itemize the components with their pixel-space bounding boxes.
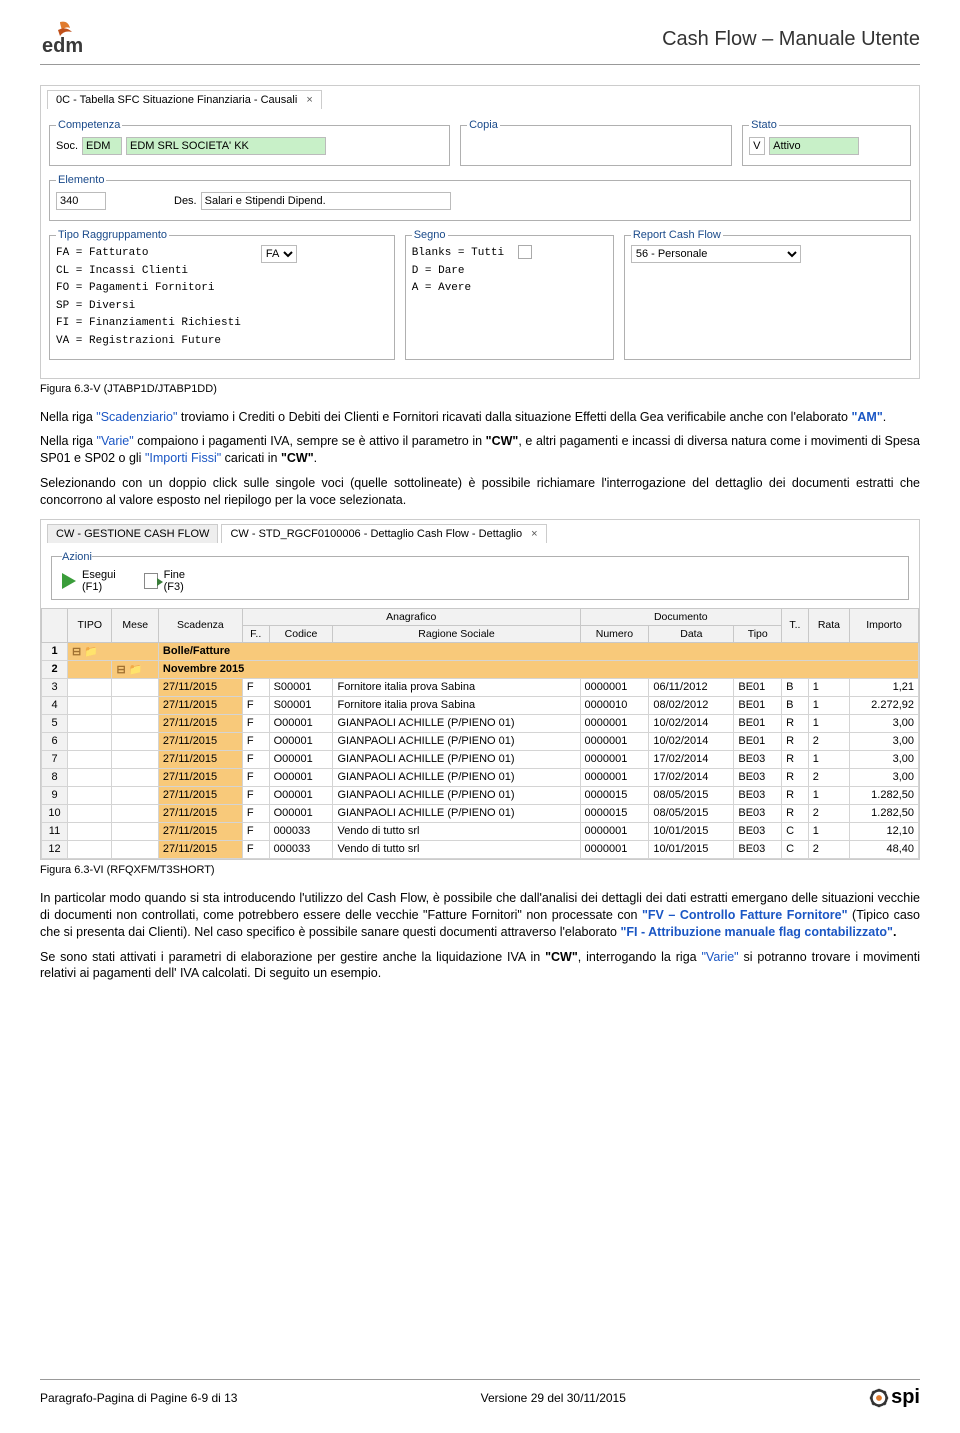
paragraph-3: Selezionando con un doppio click sulle s… <box>40 475 920 509</box>
report-select[interactable]: 56 - Personale <box>631 245 801 263</box>
close-icon[interactable]: × <box>531 528 537 540</box>
tipo-list: FA = Fatturato CL = Incassi Clienti FO =… <box>56 245 241 351</box>
tab-label: 0C - Tabella SFC Situazione Finanziaria … <box>56 94 297 106</box>
exit-icon <box>144 573 158 589</box>
tipo-select[interactable]: FA <box>261 245 297 263</box>
table-row[interactable]: 1027/11/2015FO00001GIANPAOLI ACHILLE (P/… <box>42 804 919 822</box>
legend-competenza: Competenza <box>56 119 122 131</box>
figure-2-caption: Figura 6.3-VI (RFQXFM/T3SHORT) <box>40 864 920 876</box>
label-des: Des. <box>174 195 197 207</box>
fine-button[interactable]: Fine (F3) <box>144 569 185 593</box>
group-row-month[interactable]: 2⊟ 📁 Novembre 2015 <box>42 660 919 678</box>
page-footer: Paragrafo-Pagina di Pagine 6-9 di 13 Ver… <box>40 1379 920 1409</box>
footer-center: Versione 29 del 30/11/2015 <box>481 1391 626 1405</box>
label-soc: Soc. <box>56 140 78 152</box>
paragraph-4: In particolar modo quando si sta introdu… <box>40 890 920 941</box>
stato-flag-input[interactable] <box>749 137 765 155</box>
page-header: edm Cash Flow – Manuale Utente <box>40 20 920 65</box>
figure-1-caption: Figura 6.3-V (JTABP1D/JTABP1DD) <box>40 383 920 395</box>
fieldset-elemento: Elemento Des. <box>49 174 911 221</box>
paragraph-2: Nella riga "Varie" compaiono i pagamenti… <box>40 433 920 467</box>
folder-icon: ⊟ 📁 <box>72 646 98 658</box>
legend-copia: Copia <box>467 119 500 131</box>
table-row[interactable]: 1127/11/2015F000033Vendo di tutto srl000… <box>42 822 919 840</box>
tab-cw-detail[interactable]: CW - STD_RGCF0100006 - Dettaglio Cash Fl… <box>221 524 546 543</box>
paragraph-1: Nella riga "Scadenziario" troviamo i Cre… <box>40 409 920 426</box>
detail-grid: TIPOMeseScadenza Anagrafico Documento T.… <box>41 608 919 859</box>
figure-1-screenshot: 0C - Tabella SFC Situazione Finanziaria … <box>40 85 920 379</box>
elemento-des-input[interactable] <box>201 192 451 210</box>
fine-label: Fine (F3) <box>164 569 185 593</box>
table-row[interactable]: 427/11/2015FS00001Fornitore italia prova… <box>42 696 919 714</box>
fieldset-segno: Segno Blanks = Tutti D = Dare A = Avere <box>405 229 614 360</box>
table-row[interactable]: 1227/11/2015F000033Vendo di tutto srl000… <box>42 840 919 858</box>
table-row[interactable]: 827/11/2015FO00001GIANPAOLI ACHILLE (P/P… <box>42 768 919 786</box>
legend-azioni: Azioni <box>62 551 92 563</box>
spi-logo: spi <box>869 1386 920 1409</box>
legend-segno: Segno <box>412 229 448 241</box>
edm-logo: edm <box>40 20 100 58</box>
table-row[interactable]: 727/11/2015FO00001GIANPAOLI ACHILLE (P/P… <box>42 750 919 768</box>
fieldset-azioni: Azioni Esegui (F1) Fine (F3) <box>51 551 909 600</box>
soc-desc-input[interactable] <box>126 137 326 155</box>
legend-tipo: Tipo Raggruppamento <box>56 229 169 241</box>
soc-code-input[interactable] <box>82 137 122 155</box>
fieldset-competenza: Competenza Soc. <box>49 119 450 166</box>
footer-left: Paragrafo-Pagina di Pagine 6-9 di 13 <box>40 1391 237 1405</box>
play-icon <box>62 573 76 589</box>
tab-sfc[interactable]: 0C - Tabella SFC Situazione Finanziaria … <box>47 90 322 109</box>
esegui-button[interactable]: Esegui (F1) <box>62 569 116 593</box>
figure-2-screenshot: CW - GESTIONE CASH FLOW CW - STD_RGCF010… <box>40 519 920 860</box>
doc-title: Cash Flow – Manuale Utente <box>662 28 920 51</box>
legend-report: Report Cash Flow <box>631 229 723 241</box>
table-row[interactable]: 627/11/2015FO00001GIANPAOLI ACHILLE (P/P… <box>42 732 919 750</box>
group-row-bolle[interactable]: 1⊟ 📁 Bolle/Fatture <box>42 642 919 660</box>
paragraph-5: Se sono stati attivati i parametri di el… <box>40 949 920 983</box>
legend-elemento: Elemento <box>56 174 106 186</box>
esegui-label: Esegui (F1) <box>82 569 116 593</box>
close-icon[interactable]: × <box>306 94 312 106</box>
folder-icon: ⊟ 📁 <box>116 664 142 676</box>
segno-checkbox[interactable] <box>518 245 532 259</box>
table-row[interactable]: 927/11/2015FO00001GIANPAOLI ACHILLE (P/P… <box>42 786 919 804</box>
fieldset-stato: Stato <box>742 119 911 166</box>
stato-value-input[interactable] <box>769 137 859 155</box>
svg-text:edm: edm <box>42 35 83 57</box>
fieldset-copia: Copia <box>460 119 732 166</box>
table-row[interactable]: 327/11/2015FS00001Fornitore italia prova… <box>42 678 919 696</box>
elemento-code-input[interactable] <box>56 192 106 210</box>
fieldset-report: Report Cash Flow 56 - Personale <box>624 229 911 360</box>
fieldset-tipo: Tipo Raggruppamento FA = Fatturato CL = … <box>49 229 395 360</box>
gear-icon <box>869 1388 889 1408</box>
tab-cw-main[interactable]: CW - GESTIONE CASH FLOW <box>47 524 218 543</box>
table-row[interactable]: 527/11/2015FO00001GIANPAOLI ACHILLE (P/P… <box>42 714 919 732</box>
segno-list: Blanks = Tutti D = Dare A = Avere <box>412 245 504 298</box>
legend-stato: Stato <box>749 119 779 131</box>
